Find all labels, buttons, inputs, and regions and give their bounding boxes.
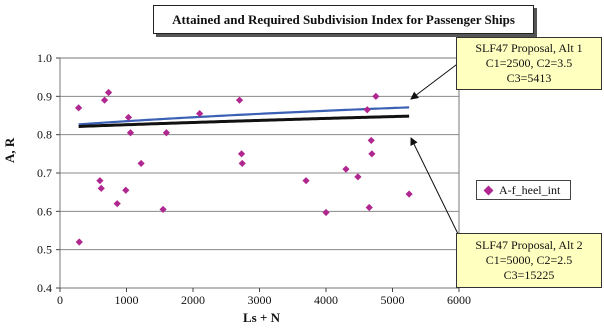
scatter-points bbox=[75, 88, 413, 246]
scatter-point bbox=[159, 205, 167, 214]
scatter-point bbox=[354, 173, 362, 181]
callout-alt1: SLF47 Proposal, Alt 1 C1=2500, C2=3.5 C3… bbox=[456, 37, 602, 90]
scatter-point bbox=[363, 106, 371, 114]
x-tick-label: 5000 bbox=[381, 293, 405, 307]
scatter-point bbox=[372, 92, 380, 100]
axes: 0.4 0.5 0.6 0.7 0.8 0.9 1.0 0 1000 2000 3000 4000 50… bbox=[37, 51, 471, 307]
scatter-point bbox=[75, 238, 83, 246]
x-tick-label: 4000 bbox=[314, 293, 338, 307]
legend: A-f_heel_int bbox=[476, 180, 571, 200]
callout-2-arrow bbox=[410, 137, 461, 239]
x-tick-label: 6000 bbox=[447, 293, 471, 307]
legend-label: A-f_heel_int bbox=[499, 182, 561, 197]
y-tick-label: 0.9 bbox=[37, 89, 52, 103]
scatter-point bbox=[237, 150, 246, 158]
callout-alt1-line1: SLF47 Proposal, Alt 1 bbox=[475, 41, 583, 55]
scatter-point bbox=[368, 150, 376, 158]
y-tick-label: 0.8 bbox=[37, 128, 52, 142]
callout-alt2-line2: C1=5000, C2=2.5 bbox=[485, 253, 573, 267]
y-tick-label: 1.0 bbox=[37, 51, 52, 65]
scatter-point bbox=[122, 186, 130, 194]
scatter-point bbox=[75, 104, 83, 112]
y-tick-label: 0.7 bbox=[37, 166, 52, 180]
callout-1-arrow bbox=[410, 61, 461, 100]
scatter-point bbox=[365, 203, 373, 212]
scatter-point bbox=[196, 109, 204, 118]
x-tick-label: 1000 bbox=[115, 293, 139, 307]
x-tick-label: 0 bbox=[57, 293, 63, 307]
scatter-point bbox=[113, 200, 121, 208]
y-tick-label: 0.6 bbox=[37, 204, 52, 218]
scatter-point bbox=[322, 208, 330, 217]
x-tick-label: 2000 bbox=[181, 293, 205, 307]
scatter-point bbox=[104, 88, 113, 97]
y-tick-label: 0.4 bbox=[37, 281, 52, 295]
callout-alt2-line3: C3=15225 bbox=[503, 268, 555, 282]
scatter-point bbox=[100, 96, 109, 104]
scatter-point bbox=[137, 159, 145, 168]
scatter-point bbox=[302, 177, 310, 185]
scatter-point bbox=[235, 96, 244, 104]
callout-alt2-line1: SLF47 Proposal, Alt 2 bbox=[475, 238, 583, 252]
scatter-point bbox=[96, 177, 104, 185]
scatter-point bbox=[124, 113, 133, 122]
y-axis-title: A, R bbox=[2, 137, 17, 163]
scatter-point bbox=[162, 129, 170, 137]
scatter-point bbox=[126, 129, 135, 137]
callout-alt1-line2: C1=2500, C2=3.5 bbox=[485, 56, 573, 70]
scatter-point bbox=[405, 190, 413, 198]
curves bbox=[78, 106, 410, 128]
y-tick-label: 0.5 bbox=[37, 243, 52, 257]
legend-diamond-icon bbox=[483, 185, 494, 195]
gridlines bbox=[60, 95, 459, 251]
callout-alt2: SLF47 Proposal, Alt 2 C1=5000, C2=2.5 C3… bbox=[456, 233, 602, 288]
x-axis-title: Ls + N bbox=[243, 310, 281, 325]
scatter-point bbox=[97, 184, 105, 192]
scatter-point bbox=[238, 159, 246, 168]
scatter-point bbox=[367, 136, 375, 145]
callout-alt1-line3: C3=5413 bbox=[506, 71, 552, 85]
chart-title: Attained and Required Subdivision Index … bbox=[153, 5, 534, 34]
curve-alt2 bbox=[78, 114, 410, 128]
x-tick-label: 3000 bbox=[248, 293, 272, 307]
curve-alt1 bbox=[78, 106, 410, 126]
scatter-point bbox=[342, 165, 350, 173]
